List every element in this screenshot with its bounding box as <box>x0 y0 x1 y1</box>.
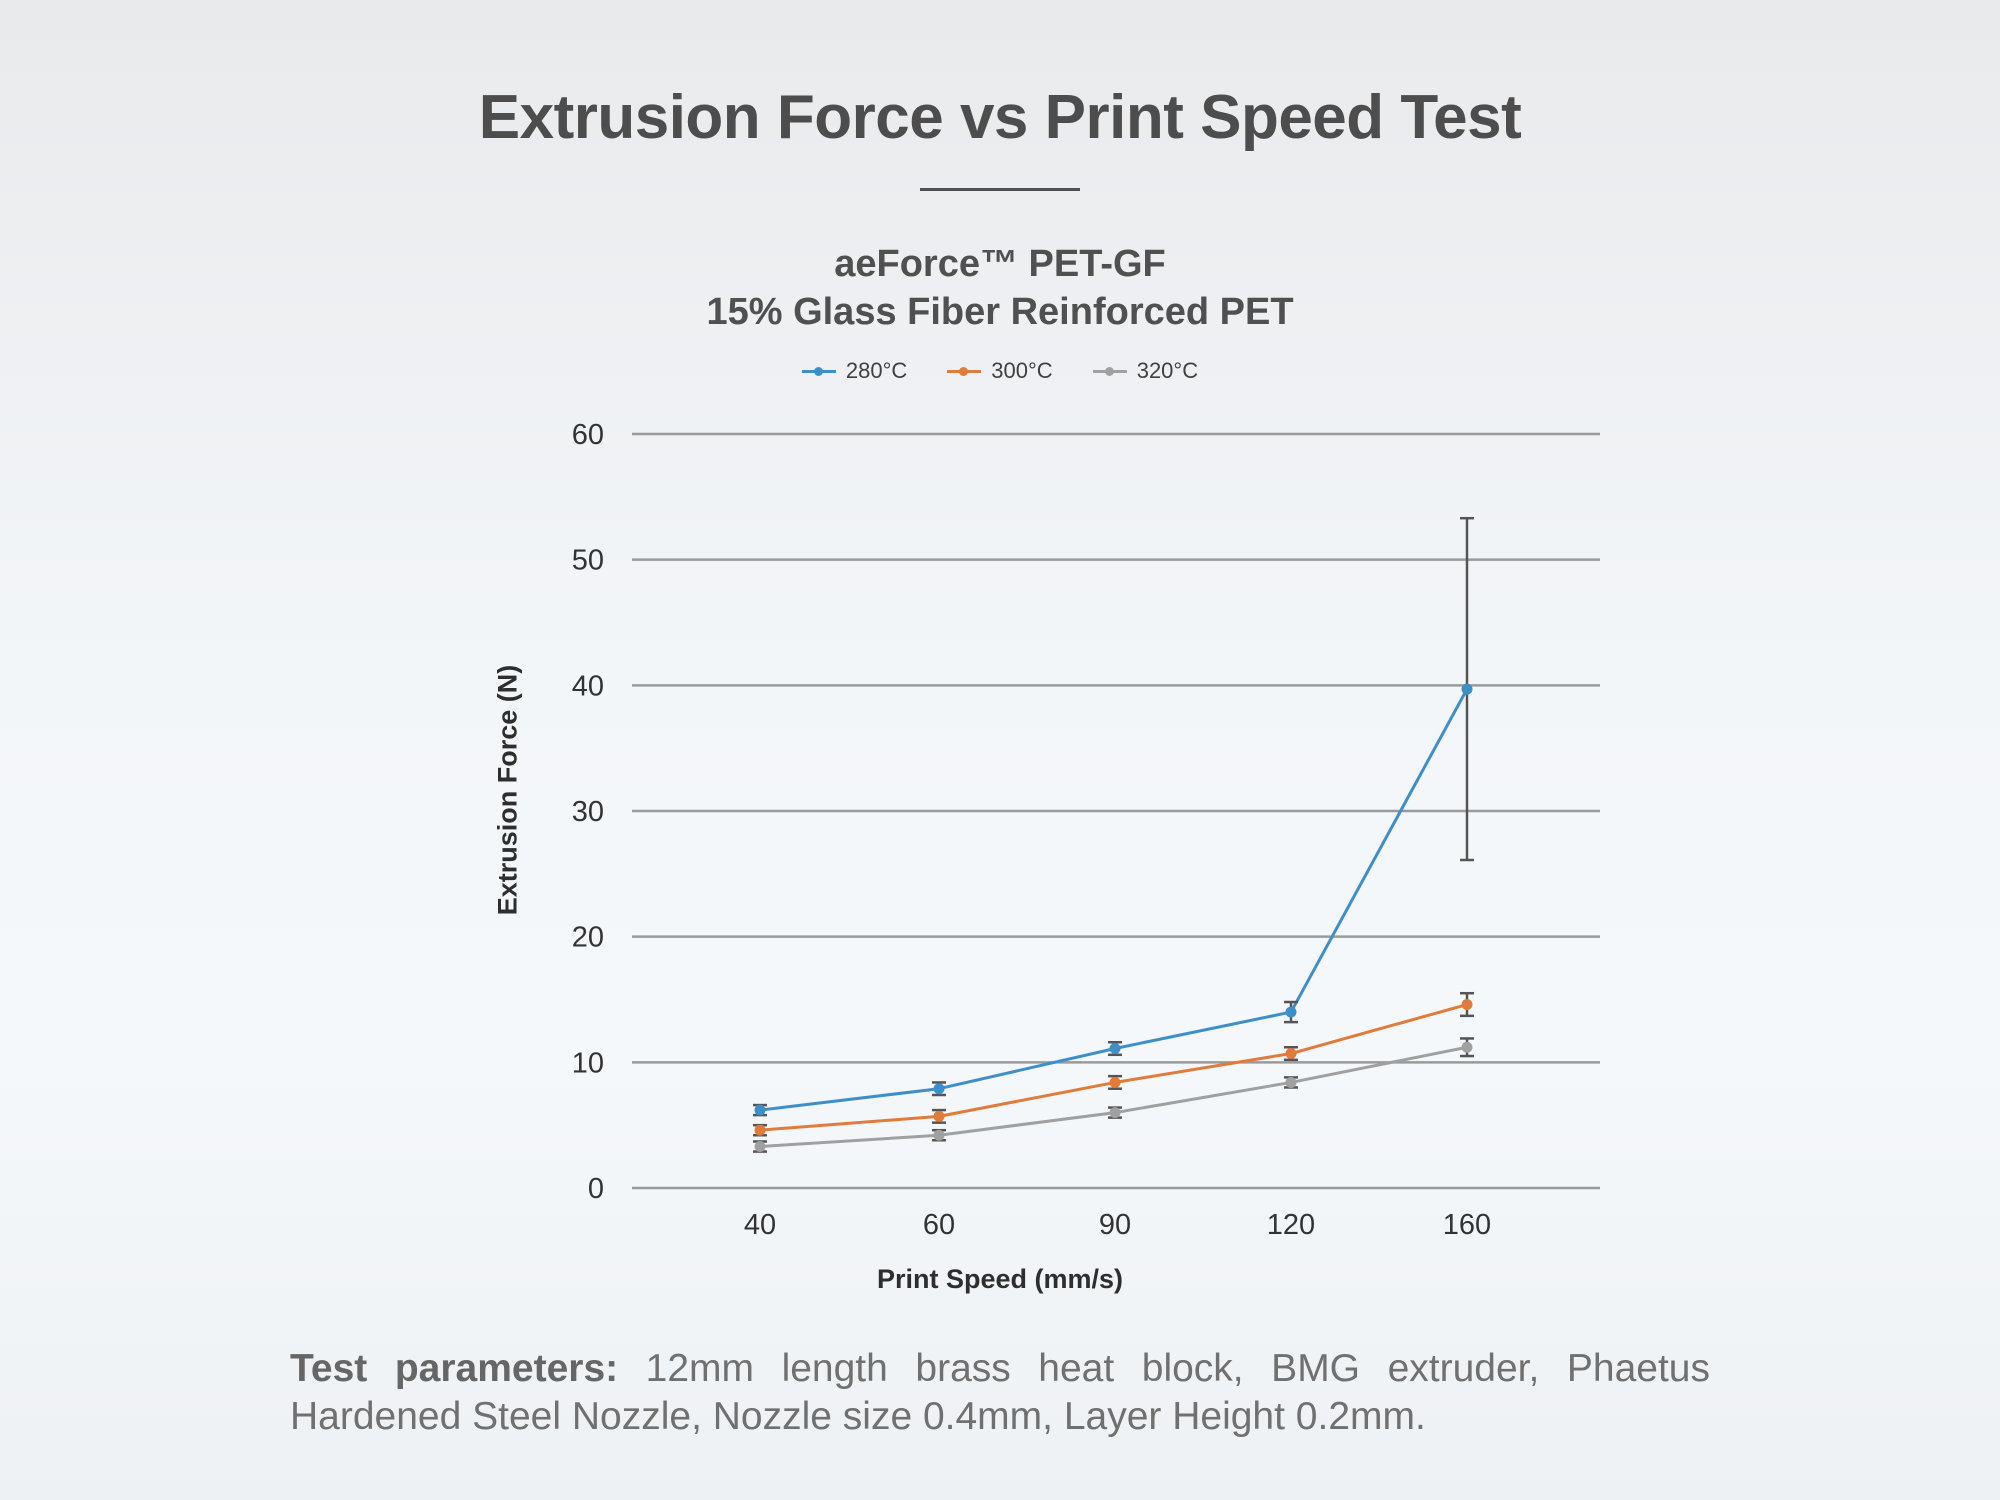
data-point <box>1109 1076 1121 1088</box>
data-point <box>933 1129 945 1141</box>
data-point <box>1285 1006 1297 1018</box>
x-axis-label: Print Speed (mm/s) <box>876 1264 1124 1294</box>
legend-item-320: 320°C <box>1092 358 1199 384</box>
chart-legend: 280°C 300°C 320°C <box>0 358 2000 384</box>
test-parameters-note: Test parameters: 12mm length brass heat … <box>290 1345 1710 1441</box>
data-point <box>754 1141 766 1153</box>
legend-label-320: 320°C <box>1136 358 1199 383</box>
data-point <box>754 1104 766 1116</box>
data-point <box>933 1083 945 1095</box>
chart-subtitle: 15% Glass Fiber Reinforced PET <box>706 291 1294 333</box>
x-tick-label: 60 <box>923 1209 955 1241</box>
legend-item-280: 280°C <box>801 358 908 384</box>
test-parameters-text: 12mm length brass heat block, BMG extrud… <box>290 1347 1710 1438</box>
x-tick-label: 120 <box>1267 1209 1315 1241</box>
y-tick-label: 40 <box>572 670 604 702</box>
x-tick-label: 160 <box>1443 1209 1491 1241</box>
data-point <box>1285 1076 1297 1088</box>
y-tick-label: 60 <box>572 419 604 451</box>
legend-swatch-280 <box>801 366 836 376</box>
data-point <box>1461 683 1473 695</box>
test-parameters-label: Test parameters: <box>290 1347 619 1390</box>
y-tick-label: 30 <box>572 796 604 828</box>
data-point <box>1109 1043 1121 1055</box>
legend-swatch-320 <box>1092 366 1127 376</box>
data-point <box>1109 1107 1121 1119</box>
data-point <box>1461 1041 1473 1053</box>
data-point <box>754 1124 766 1136</box>
data-point <box>1461 999 1473 1011</box>
y-tick-label: 0 <box>588 1173 604 1205</box>
legend-label-280: 280°C <box>845 358 908 383</box>
y-tick-label: 50 <box>572 545 604 577</box>
data-point <box>1285 1048 1297 1060</box>
y-axis-label: Extrusion Force (N) <box>492 664 523 916</box>
chart-title: aeForce™ PET-GF <box>834 243 1166 285</box>
x-tick-label: 40 <box>744 1209 776 1241</box>
x-tick-label: 90 <box>1099 1209 1131 1241</box>
title-divider <box>920 188 1080 191</box>
legend-swatch-300 <box>947 366 982 376</box>
data-point <box>933 1110 945 1122</box>
y-tick-label: 10 <box>572 1047 604 1079</box>
legend-label-300: 300°C <box>991 358 1053 383</box>
page-title: Extrusion Force vs Print Speed Test <box>478 83 1522 152</box>
y-tick-label: 20 <box>572 922 604 954</box>
legend-item-300: 300°C <box>947 358 1053 384</box>
